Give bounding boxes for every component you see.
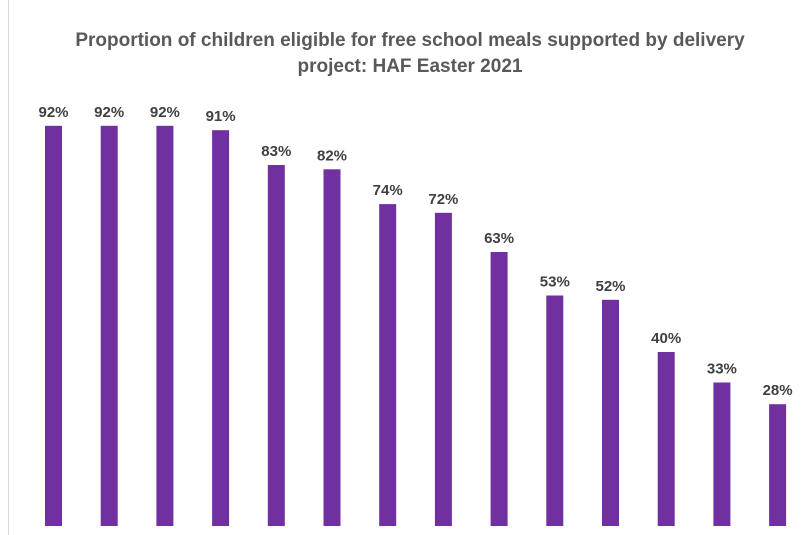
- chart-title: Proportion of children eligible for free…: [75, 30, 745, 77]
- data-label-7: 74%: [373, 182, 403, 199]
- data-label-10: 53%: [540, 274, 570, 291]
- bar-13: [713, 382, 731, 526]
- data-label-3: 92%: [150, 104, 180, 121]
- data-label-4: 91%: [206, 108, 236, 125]
- data-label-2: 92%: [94, 104, 124, 121]
- bar-12: [657, 352, 675, 526]
- data-label-14: 28%: [763, 382, 793, 399]
- data-label-12: 40%: [651, 330, 681, 347]
- bar-1: [45, 125, 62, 527]
- bar-3: [156, 125, 174, 527]
- bar-8: [434, 212, 452, 527]
- data-label-6: 82%: [317, 147, 347, 164]
- data-label-1: 92%: [38, 104, 68, 121]
- data-label-13: 33%: [707, 361, 737, 378]
- bar-4: [212, 130, 230, 526]
- data-label-9: 63%: [484, 230, 514, 247]
- bar-2: [100, 125, 118, 527]
- bar-9: [490, 252, 508, 526]
- bar-7: [379, 204, 397, 526]
- bar-10: [546, 295, 564, 526]
- bar-5: [267, 165, 285, 526]
- chart-border: [8, 0, 9, 535]
- data-label-11: 52%: [595, 278, 625, 295]
- bar-11: [602, 299, 619, 526]
- bar-6: [323, 169, 341, 527]
- data-label-5: 83%: [261, 143, 291, 160]
- bar-14: [769, 404, 787, 526]
- data-label-8: 72%: [428, 191, 458, 208]
